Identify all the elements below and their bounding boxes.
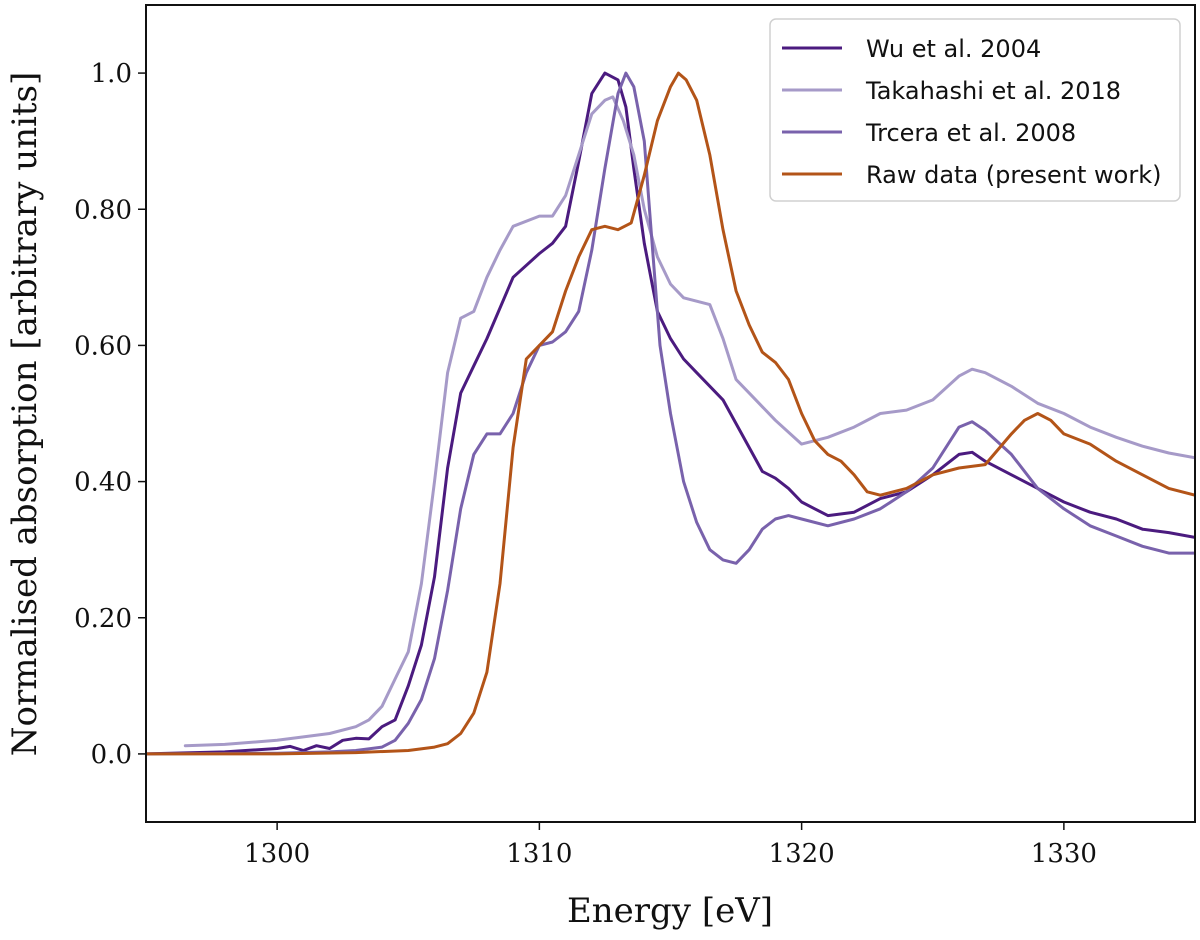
series-line-1 (146, 71, 1195, 756)
legend: Wu et al. 2004 Takahashi et al. 2018 Trcer… (769, 18, 1181, 202)
y-tick-label: 0.0 (91, 740, 132, 770)
x-tick-label: 1330 (1031, 839, 1097, 869)
legend-label-4: Raw data (present work) (866, 161, 1161, 189)
x-axis: 1300 1310 1320 1330 (244, 822, 1097, 869)
legend-label-2: Takahashi et al. 2018 (865, 77, 1121, 105)
x-tick-label: 1310 (506, 839, 572, 869)
y-tick-label: 0.40 (74, 468, 132, 498)
x-tick-label: 1300 (244, 839, 310, 869)
x-axis-title: Energy [eV] (567, 891, 773, 931)
y-axis: 0.0 0.20 0.40 0.60 0.80 1.0 (74, 59, 146, 770)
series-line-2 (183, 95, 1195, 748)
y-tick-label: 0.20 (74, 604, 132, 634)
y-tick-label: 0.60 (74, 331, 132, 361)
plot-frame (145, 4, 1196, 823)
series-line-3 (146, 71, 1195, 756)
x-tick-label: 1320 (769, 839, 835, 869)
series-line-4 (146, 71, 1195, 756)
legend-label-3: Trcera et al. 2008 (865, 119, 1076, 147)
y-tick-label: 1.0 (91, 59, 132, 89)
series-layer (146, 71, 1195, 756)
y-axis-title: Normalised absorption [arbitrary units] (5, 72, 45, 756)
legend-box (769, 18, 1181, 202)
y-tick-label: 0.80 (74, 195, 132, 225)
legend-label-1: Wu et al. 2004 (866, 35, 1041, 63)
